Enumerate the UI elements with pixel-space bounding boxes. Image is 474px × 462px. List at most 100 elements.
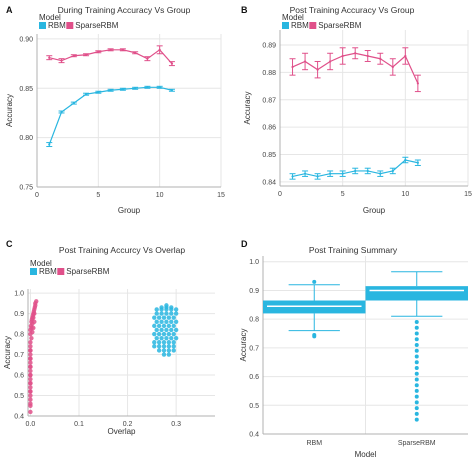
legend-title: Model [282,13,304,22]
outlier-point-rbm [312,332,317,337]
y-tick-label: 0.85 [262,152,276,159]
x-axis-label-a: Group [118,206,141,215]
scatter-point-rbm [164,327,169,333]
scatter-point-rbm [159,305,164,310]
scatter-point-rbm [156,344,162,349]
y-tick-label: 0.8 [14,332,24,339]
scatter-point-rbm [156,331,162,337]
scatter-point-rbm [161,340,167,345]
scatter-point-sparserbm [28,385,33,390]
outlier-point-sparserbm [414,337,419,342]
legend-label-rbm: RBM [39,267,57,276]
y-tick-label: 0.87 [262,97,276,104]
x-tick-label: 5 [96,192,100,199]
outlier-point-sparserbm [414,377,419,382]
scatter-point-rbm [161,348,167,353]
scatter-point-rbm [166,344,172,349]
legend-swatch-sparserbm [66,22,74,29]
data-point-sparserbm [72,54,75,57]
scatter-point-sparserbm [28,356,33,361]
data-point-sparserbm [109,48,112,51]
y-axis-label-b: Accuracy [243,92,252,125]
scatter-point-sparserbm [31,315,36,320]
outlier-point-sparserbm [414,371,419,376]
scatter-point-sparserbm [30,329,35,335]
x-tick-label: 15 [464,191,472,198]
scatter-point-rbm [152,323,157,329]
outlier-point-sparserbm [414,325,419,330]
scatter-point-rbm [161,315,167,320]
outlier-point-sparserbm [414,320,419,325]
scatter-point-rbm [156,315,162,320]
legend-label-sparserbm: SparseRBM [318,21,361,30]
scatter-point-rbm [171,315,176,320]
data-point-sparserbm [316,68,319,71]
scatter-point-rbm [161,344,167,349]
data-point-sparserbm [366,54,369,58]
scatter-point-rbm [159,327,164,333]
scatter-point-sparserbm [28,409,33,415]
data-point-rbm [291,175,294,178]
scatter-point-rbm [152,315,157,320]
y-tick-label: 0.75 [19,185,33,192]
y-tick-label: 0.4 [249,432,259,439]
data-point-rbm [48,143,51,146]
outlier-point-sparserbm [414,388,419,393]
scatter-point-rbm [161,352,167,357]
scatter-point-rbm [173,307,179,312]
scatter-point-rbm [152,331,157,337]
scatter-point-rbm [169,311,174,316]
x-tick-label: 10 [156,192,164,199]
y-tick-label: 0.80 [19,135,33,142]
data-point-rbm [303,172,307,175]
scatter-point-sparserbm [28,344,33,349]
outlier-point-sparserbm [414,348,419,353]
scatter-point-rbm [154,311,159,316]
y-tick-label: 0.8 [249,317,259,324]
x-tick-label: 0.3 [171,421,181,428]
outlier-point-sparserbm [414,331,419,336]
legend-label-rbm: RBM [291,21,309,30]
legend-title: Model [30,259,52,268]
scatter-point-rbm [169,319,174,324]
scatter-point-sparserbm [28,368,33,374]
data-point-rbm [366,169,369,173]
scatter-point-sparserbm [28,389,33,394]
scatter-point-rbm [166,315,172,320]
scatter-point-rbm [169,327,174,333]
y-tick-label: 0.5 [14,393,24,400]
data-point-rbm [84,93,88,96]
data-point-sparserbm [404,54,407,58]
y-axis-label-a: Accuracy [5,94,14,127]
x-axis-label-c: Overlap [107,427,136,436]
outlier-point-sparserbm [414,343,419,347]
chart-title-a: During Training Accuracy Vs Group [58,5,191,15]
x-axis-label-b: Group [363,206,386,215]
outlier-point-rbm [312,279,317,284]
scatter-point-rbm [161,331,167,337]
outlier-point-sparserbm [414,360,419,365]
scatter-point-rbm [173,327,179,333]
scatter-point-rbm [156,348,162,353]
y-tick-label: 0.5 [249,403,259,410]
scatter-point-rbm [152,344,157,349]
y-tick-label: 1.0 [14,291,24,298]
scatter-point-rbm [152,340,157,345]
scatter-point-rbm [154,307,159,312]
data-point-rbm [97,91,100,94]
scatter-point-rbm [169,335,174,341]
y-tick-label: 0.6 [249,374,259,381]
data-point-sparserbm [146,57,149,60]
scatter-point-rbm [156,340,162,345]
scatter-point-sparserbm [28,372,33,378]
series-line-rbm [48,86,173,145]
x-tick-label: 10 [401,191,409,198]
legend-swatch-sparserbm [309,22,317,29]
data-point-rbm [416,161,419,164]
y-tick-label: 0.6 [14,373,24,380]
data-point-rbm [354,169,357,173]
scatter-point-rbm [166,323,172,329]
data-point-rbm [158,86,161,89]
scatter-point-rbm [171,340,176,345]
